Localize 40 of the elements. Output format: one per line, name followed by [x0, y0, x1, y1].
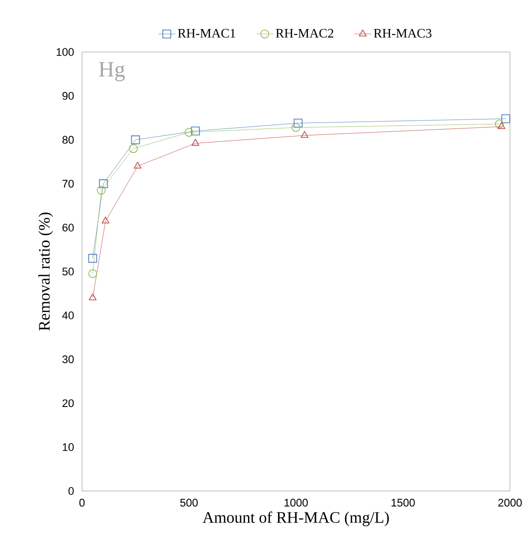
y-tick-label: 20	[62, 399, 74, 408]
x-tick-label: 500	[180, 498, 198, 507]
y-tick-label: 50	[62, 268, 74, 276]
point	[184, 128, 194, 137]
point	[134, 162, 142, 169]
y-tick-label: 10	[62, 443, 74, 451]
point	[88, 293, 97, 300]
point	[501, 114, 510, 124]
point	[192, 138, 200, 146]
y-tick-label: 80	[62, 136, 74, 144]
point	[300, 131, 308, 138]
y-axis-title: Removal ratio (%)	[38, 212, 53, 331]
y-tick-label: 60	[62, 224, 74, 232]
point	[96, 186, 106, 195]
point	[102, 216, 110, 224]
point	[498, 122, 506, 130]
y-tick-label: 100	[56, 48, 74, 56]
x-tick-label: 1000	[284, 498, 308, 507]
x-tick-label: 1500	[392, 498, 415, 507]
y-tick-label: 30	[62, 355, 74, 364]
legend-label: RH-MAC3	[374, 28, 432, 38]
annotation: Hg	[98, 62, 125, 82]
point	[292, 123, 300, 132]
point	[131, 135, 140, 144]
point	[294, 118, 303, 128]
point	[128, 144, 138, 153]
legend-label: RH-MAC2	[276, 28, 334, 38]
point	[88, 269, 98, 278]
y-tick-label: 40	[62, 312, 74, 320]
y-tick-label: 90	[62, 92, 74, 100]
y-tick-label: 0	[68, 487, 74, 495]
x-axis-title: Amount of RH-MAC (mg/L)	[202, 511, 389, 526]
legend-label: RH-MAC1	[178, 28, 236, 38]
x-tick-label: 0	[79, 498, 85, 507]
x-tick-label: 2000	[498, 498, 522, 507]
point	[191, 126, 200, 136]
point	[494, 120, 504, 128]
y-tick-label: 70	[62, 180, 74, 188]
point	[98, 179, 108, 188]
point	[88, 254, 98, 263]
